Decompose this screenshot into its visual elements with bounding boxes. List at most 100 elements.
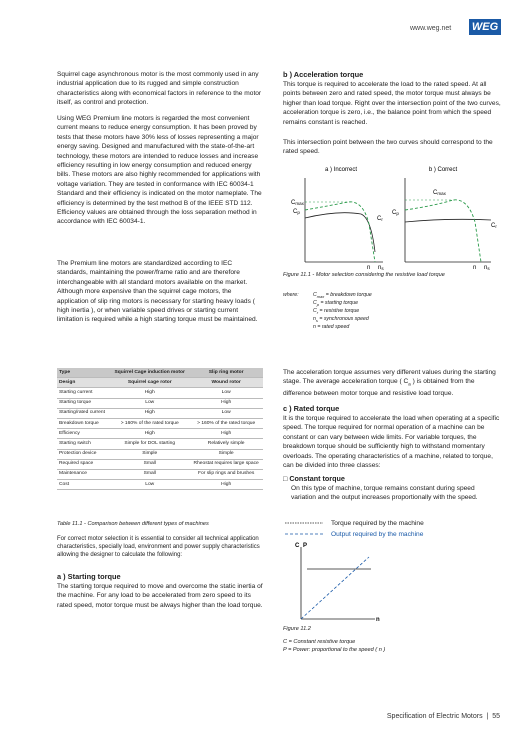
table-row: Breakdown torque > 160% of the rated torq… <box>57 418 263 430</box>
table-cell: Efficiency <box>57 428 111 440</box>
where-item: Cp = starting torque <box>283 300 501 308</box>
figure-2: C P n <box>285 522 380 623</box>
table-cell: > 160% of the rated torque <box>189 418 263 430</box>
label: ns <box>484 265 490 271</box>
table-cell: Starting current <box>57 387 111 399</box>
paragraph: Squirrel cage asynchronous motor is the … <box>57 71 262 107</box>
table-cell: Starting switch <box>57 438 111 450</box>
paragraph: The starting torque required to move and… <box>57 583 263 609</box>
table-cell: Relatively simple <box>189 438 263 450</box>
symbol: C <box>313 300 317 307</box>
where-list: where: Cmax = breakdown torque Cp = starti… <box>283 292 501 331</box>
where-item: where: Cmax = breakdown torque <box>283 292 501 300</box>
caption: Figure 11.2 <box>283 626 311 632</box>
table-cell: > 160% of the rated torque <box>110 418 190 430</box>
subscript: max <box>316 294 325 300</box>
note: C = Constant resistive torque <box>283 639 356 645</box>
table-cell: Maintenance <box>57 469 111 481</box>
axis-label: P <box>303 543 307 549</box>
table-cell: Starting/rated current <box>57 408 111 419</box>
subscript: s <box>315 318 318 324</box>
symbol: C <box>313 308 317 315</box>
table-row: Efficiency High High <box>57 428 263 440</box>
paragraph: It is the torque required to accelerate … <box>283 415 500 470</box>
table-cell: Simple <box>110 449 190 460</box>
table-header: Type Squirrel Cage induction motor Slip ri… <box>57 368 263 379</box>
definition: = starting torque <box>320 300 359 307</box>
axis-label: n <box>376 617 380 623</box>
label: Cr <box>377 216 383 222</box>
label: Cp <box>392 210 399 216</box>
where-item: ns = synchronous speed <box>283 316 501 324</box>
table-cell: High <box>189 428 263 440</box>
legend-item: Torque required by the machine <box>331 520 424 527</box>
paragraph: Using WEG Premium line motors is regarde… <box>57 115 262 226</box>
table-row: Protection device Simple Simple <box>57 449 263 460</box>
footer: Specification of Electric Motors | 55 <box>386 713 500 720</box>
heading-text: a ) Starting torque <box>57 572 121 581</box>
table-cell: High <box>110 387 190 399</box>
table-cell: Small <box>110 469 190 481</box>
table-wrap: Type Squirrel Cage induction motor Slip ri… <box>57 368 263 491</box>
table-row: Maintenance Small For slip rings and brush… <box>57 469 263 481</box>
heading: c ) Rated torque <box>283 404 501 413</box>
footer-title: Specification of Electric Motors <box>386 713 483 720</box>
comparison-table: Type Squirrel Cage induction motor Slip ri… <box>57 368 263 491</box>
legend-item: Output required by the machine <box>331 531 424 538</box>
where-item: n = rated speed <box>283 324 501 331</box>
table-row: Required space Small Rheostat requires lar… <box>57 459 263 470</box>
axis-label: C <box>295 543 300 549</box>
label: n <box>473 265 476 271</box>
table-cell: Rheostat requires large space <box>189 459 263 470</box>
label: ns <box>378 265 384 271</box>
definition: = breakdown torque <box>325 292 372 298</box>
symbol: n <box>313 316 316 323</box>
where-item: Cr = resistive torque <box>283 308 501 316</box>
text: The acceleration torque assumes very dif… <box>283 369 496 386</box>
bullet: □ Constant torque <box>283 474 345 483</box>
panel-label: b ) Correct <box>429 167 458 173</box>
table-row: Design Squirrel cage rotor Wound rotor <box>57 377 263 389</box>
heading: a ) Starting torque <box>57 572 263 581</box>
label: Cmax <box>291 200 305 206</box>
paragraph: The acceleration torque assumes very dif… <box>283 368 501 399</box>
table-cell: Wound rotor <box>189 377 263 389</box>
table-cell: For slip rings and brushes <box>189 469 263 481</box>
definition: = rated speed <box>317 324 350 331</box>
table-cell: Protection device <box>57 449 111 460</box>
table-cell: Simple for DOL starting <box>110 438 190 450</box>
caption: Figure 11.1 - Motor selection considerin… <box>283 272 445 278</box>
heading-text: c ) Rated torque <box>283 404 340 413</box>
figure-1: a ) Incorrect b ) Correct Cmax Cp Cr Cma… <box>291 167 497 271</box>
caption: Table 11.1 - Comparison between differen… <box>57 521 209 527</box>
table-cell: Low <box>110 479 190 491</box>
table-cell: High <box>110 408 190 419</box>
label: n <box>367 265 370 271</box>
symbol: n <box>313 324 316 331</box>
heading: b ) Acceleration torque <box>283 70 501 79</box>
logo: WEG <box>469 19 501 35</box>
definition: = resistive torque <box>319 308 360 315</box>
bullet-text: Constant torque <box>289 474 345 483</box>
table-cell: Starting torque <box>57 398 111 409</box>
table-cell: Low <box>189 387 263 399</box>
url: www.weg.net <box>410 25 452 32</box>
table-cell: High <box>189 479 263 491</box>
text: ) is obtained from the difference betwee… <box>283 378 475 398</box>
label: Cp <box>293 209 300 215</box>
panel-label: a ) Incorrect <box>325 167 357 173</box>
table-cell: Low <box>110 398 190 409</box>
table-row: Cost Low High <box>57 479 263 491</box>
table-row: Starting torque Low High <box>57 398 263 409</box>
table-cell: Simple <box>189 449 263 460</box>
table-cell: Squirrel cage rotor <box>110 377 190 389</box>
table-row: Starting/rated current High Low <box>57 408 263 419</box>
subscript: a <box>408 381 411 387</box>
header-cell: Type <box>57 368 111 379</box>
paragraph: This torque is required to accelerate th… <box>283 81 501 126</box>
table-cell: Low <box>189 408 263 419</box>
symbol: C <box>313 292 317 298</box>
page-number: 55 <box>492 713 500 720</box>
table-cell: Design <box>57 377 111 389</box>
